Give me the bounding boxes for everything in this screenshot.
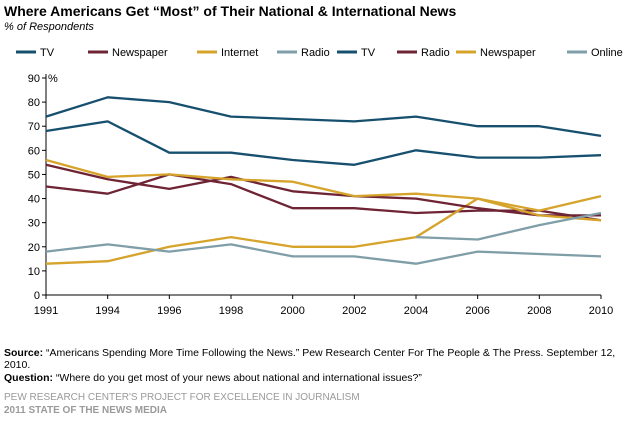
question-text: “Where do you get most of your news abou… [55,372,422,384]
legend-label: TV [361,47,376,59]
source-note: Source: “Americans Spending More Time Fo… [4,347,624,371]
x-tick-label: 2002 [342,305,366,317]
y-tick-label: 10 [28,266,40,278]
x-tick-label: 1994 [95,305,119,317]
legend-label: Online [591,47,623,59]
footer-report: 2011 STATE OF THE NEWS MEDIA [4,405,167,416]
legend-label: Radio [301,47,330,59]
x-tick-label: 2008 [527,305,551,317]
y-tick-label: 60 [28,145,40,157]
y-tick-label: 20 [28,242,40,254]
series-line-radio-3 [45,243,602,265]
legend-label: TV [40,47,55,59]
chart-title: Where Americans Get “Most” of Their Nati… [4,3,457,19]
series-line-internet-2 [45,194,602,265]
legend-label: Radio [421,47,450,59]
x-tick-label: 2010 [589,305,613,317]
series-group [45,96,602,265]
question-note: Question: “Where do you get most of your… [4,372,422,384]
x-tick-label: 2004 [404,305,428,317]
y-tick-label: 80 [28,97,40,109]
source-label: Source: [4,347,44,359]
x-tick-label: 1996 [157,305,181,317]
legend-label: Newspaper [480,47,536,59]
line-chart: TV Newspaper Internet Radio TV Radio Newspaper… [16,47,623,317]
series-line-tv-4 [45,96,602,138]
y-tick-label: 0 [34,290,40,302]
series-line-online-7 [415,211,602,241]
footer-org: PEW RESEARCH CENTER'S PROJECT FOR EXCELL… [4,392,360,403]
question-label: Question: [4,372,53,384]
series-line-radio-5 [45,163,601,217]
x-tick-label: 2006 [465,305,489,317]
x-tick-label: 2000 [280,305,304,317]
y-tick-label: 90 [28,73,40,85]
y-tick-label: 40 [28,194,40,206]
x-tick-label: 1998 [219,305,243,317]
legend-label: Internet [221,47,258,59]
y-tick-label: 70 [28,121,40,133]
y-tick-label: 50 [28,169,40,181]
y-tick-label: 30 [28,218,40,230]
x-tick-label: 1991 [34,305,58,317]
series-line-newspaper-6 [45,158,602,222]
series-line-tv-0 [45,120,602,166]
y-unit-label: % [48,73,58,85]
source-text: “Americans Spending More Time Following … [4,347,616,371]
legend: TV Newspaper Internet Radio TV Radio Newspaper… [16,47,623,59]
legend-label: Newspaper [112,47,168,59]
axes: 0 10 20 30 40 50 60 70 80 90 % 1991 1994 1996 1998 2000… [28,73,613,317]
chart-subtitle: % of Respondents [4,21,94,33]
